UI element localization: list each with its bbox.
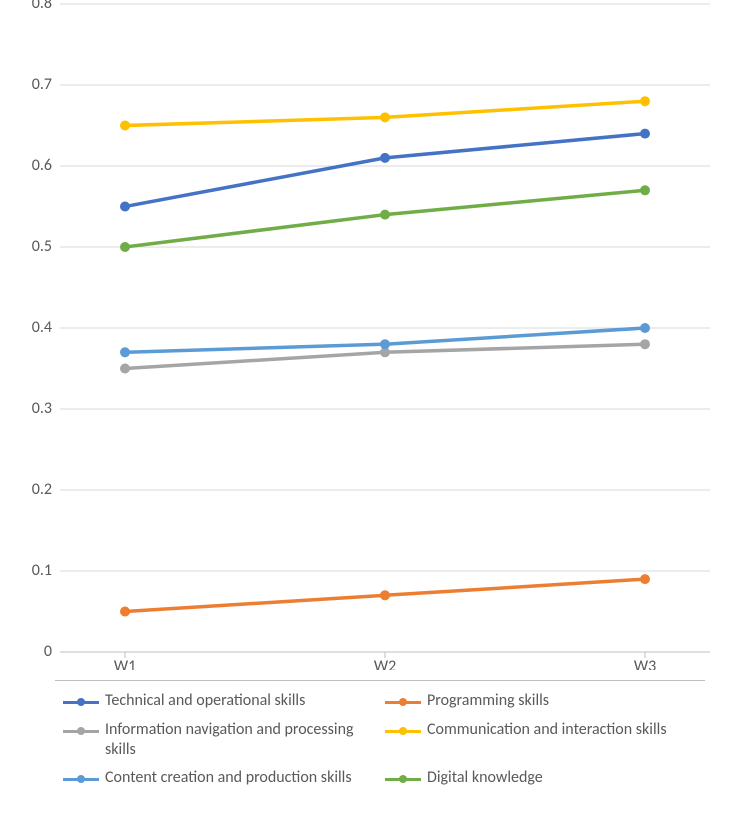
x-tick-label: W2 (374, 657, 396, 670)
line-chart: 0 0.1 0.2 0.3 0.4 0.5 0.6 0.7 0.8 W1 W2 W3 (0, 0, 737, 670)
legend-label: Technical and operational skills (105, 691, 375, 711)
chart-legend: Technical and operational skills Programm… (55, 680, 705, 797)
y-tick-label: 0.4 (32, 318, 52, 337)
legend-item: Digital knowledge (385, 768, 697, 789)
x-tick-label: W1 (114, 657, 136, 670)
legend-item: Information navigation and processing sk… (63, 720, 375, 760)
series-point (640, 574, 650, 584)
series-point (120, 347, 130, 357)
y-tick-label: 0.3 (32, 399, 52, 418)
series-point (640, 96, 650, 106)
series-point (120, 202, 130, 212)
series-point (640, 339, 650, 349)
series-point (380, 590, 390, 600)
y-tick-label: 0.7 (32, 75, 52, 94)
y-tick-label: 0.2 (32, 480, 52, 499)
legend-swatch (63, 721, 99, 741)
series-point (640, 129, 650, 139)
legend-label: Digital knowledge (427, 768, 697, 788)
y-tick-label: 0.5 (32, 237, 52, 256)
legend-swatch (63, 769, 99, 789)
series-point (640, 323, 650, 333)
y-tick-label: 0.1 (32, 561, 52, 580)
series-point (120, 242, 130, 252)
x-tick-label: W3 (634, 657, 656, 670)
legend-item: Programming skills (385, 691, 697, 712)
series-point (380, 153, 390, 163)
legend-item: Communication and interaction skills (385, 720, 697, 760)
legend-swatch (385, 769, 421, 789)
legend-swatch (385, 692, 421, 712)
legend-item: Technical and operational skills (63, 691, 375, 712)
legend-label: Information navigation and processing sk… (105, 720, 375, 760)
legend-swatch (385, 721, 421, 741)
legend-label: Programming skills (427, 691, 697, 711)
series-point (120, 607, 130, 617)
series-point (380, 339, 390, 349)
y-tick-label: 0.8 (32, 0, 52, 13)
y-tick-label: 0 (44, 642, 52, 661)
legend-label: Communication and interaction skills (427, 720, 697, 740)
series-point (380, 210, 390, 220)
legend-swatch (63, 692, 99, 712)
series-point (120, 364, 130, 374)
series-point (380, 112, 390, 122)
chart-container: 0 0.1 0.2 0.3 0.4 0.5 0.6 0.7 0.8 W1 W2 W3 Technica… (0, 0, 737, 824)
series-point (120, 121, 130, 131)
legend-label: Content creation and production skills (105, 768, 375, 788)
y-tick-label: 0.6 (32, 156, 52, 175)
legend-item: Content creation and production skills (63, 768, 375, 789)
series-point (640, 185, 650, 195)
